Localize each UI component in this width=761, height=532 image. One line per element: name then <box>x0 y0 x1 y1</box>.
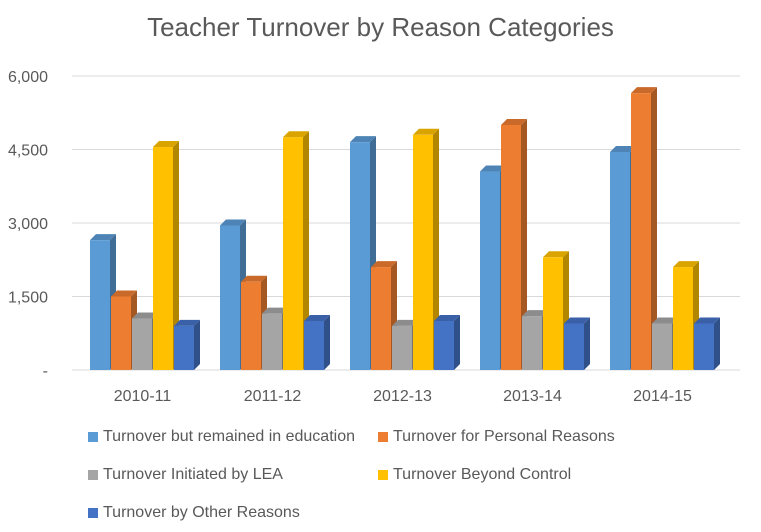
y-tick-label: 3,000 <box>8 216 48 233</box>
bar-top <box>543 251 569 258</box>
bar-top <box>220 219 246 226</box>
bar-top <box>283 131 309 138</box>
bar <box>153 147 173 370</box>
bar-top <box>174 319 200 326</box>
bar-top <box>90 234 116 241</box>
bar-side <box>303 131 309 370</box>
bar-top <box>262 307 288 314</box>
x-tick-label: 2012-13 <box>373 388 432 405</box>
bar <box>480 171 500 370</box>
legend-swatch <box>378 432 388 442</box>
bar-top <box>111 290 137 297</box>
legend-swatch <box>88 508 98 518</box>
legend-label: Turnover by Other Reasons <box>103 504 300 521</box>
bar-side <box>173 141 179 370</box>
bar <box>371 267 391 370</box>
bar-top <box>392 319 418 326</box>
bar-top <box>631 87 657 94</box>
bar <box>220 225 240 370</box>
bar <box>241 281 261 370</box>
bar-side <box>521 119 527 370</box>
bar <box>262 313 282 370</box>
bar-top <box>564 317 590 324</box>
bar-top <box>304 315 330 321</box>
legend-item: Turnover Beyond Control <box>378 466 571 484</box>
y-tick-label: 4,500 <box>8 143 48 160</box>
bar-top <box>413 128 439 135</box>
bar-top <box>480 165 506 172</box>
bar <box>610 151 630 370</box>
x-tick-label: 2013-14 <box>503 388 562 405</box>
bar-top <box>350 136 376 143</box>
bar-top <box>153 141 179 148</box>
plot-area: - 1,500 3,000 4,500 6,000 2010-11 2011-12 2012-… <box>8 69 740 405</box>
y-tick-label: - <box>43 363 48 380</box>
bar-top <box>694 317 720 324</box>
bar <box>694 323 714 370</box>
bar-top <box>652 317 678 324</box>
bar <box>90 240 110 370</box>
bar <box>132 318 152 370</box>
bar-side <box>651 87 657 371</box>
bar <box>304 321 324 370</box>
bar-top <box>132 312 158 319</box>
bar-top <box>610 145 636 152</box>
bar-top <box>371 261 397 268</box>
legend-item: Turnover but remained in education <box>88 428 355 446</box>
bar-top <box>241 275 267 282</box>
legend-label: Turnover for Personal Reasons <box>393 428 615 445</box>
legend-swatch <box>88 432 98 442</box>
bar <box>631 93 651 371</box>
bar <box>522 316 542 370</box>
bar <box>434 321 454 370</box>
bar-top <box>522 310 548 317</box>
bar <box>111 296 131 370</box>
bar <box>652 323 672 370</box>
y-tick-label: 6,000 <box>8 69 48 86</box>
x-tick-label: 2010-11 <box>114 388 172 405</box>
bar <box>543 257 563 370</box>
bar-side <box>433 128 439 370</box>
legend-label: Turnover but remained in education <box>103 428 355 445</box>
bar-top <box>434 315 460 321</box>
bar <box>174 325 194 370</box>
x-tick-label: 2011-12 <box>244 388 302 405</box>
chart-title: Teacher Turnover by Reason Categories <box>147 12 614 42</box>
legend-item: Turnover by Other Reasons <box>88 504 300 522</box>
x-tick-label: 2014-15 <box>633 388 692 405</box>
bar <box>501 125 521 370</box>
bar <box>673 267 693 370</box>
y-tick-label: 1,500 <box>8 290 48 307</box>
legend-item: Turnover Initiated by LEA <box>88 466 283 484</box>
bar <box>350 142 370 370</box>
legend-label: Turnover Initiated by LEA <box>103 466 283 483</box>
bar-top <box>501 119 527 125</box>
legend-swatch <box>378 470 388 480</box>
bar <box>413 134 433 370</box>
bar <box>392 325 412 370</box>
bar-side <box>454 315 460 370</box>
bar-side <box>584 317 590 370</box>
bar <box>283 137 303 370</box>
bar <box>564 323 584 370</box>
legend-label: Turnover Beyond Control <box>393 466 572 483</box>
bar-top <box>673 261 699 268</box>
bar-side <box>324 315 330 370</box>
bar-side <box>714 317 720 370</box>
bar-side <box>194 319 200 370</box>
legend-swatch <box>88 470 98 480</box>
legend-item: Turnover for Personal Reasons <box>378 428 615 446</box>
